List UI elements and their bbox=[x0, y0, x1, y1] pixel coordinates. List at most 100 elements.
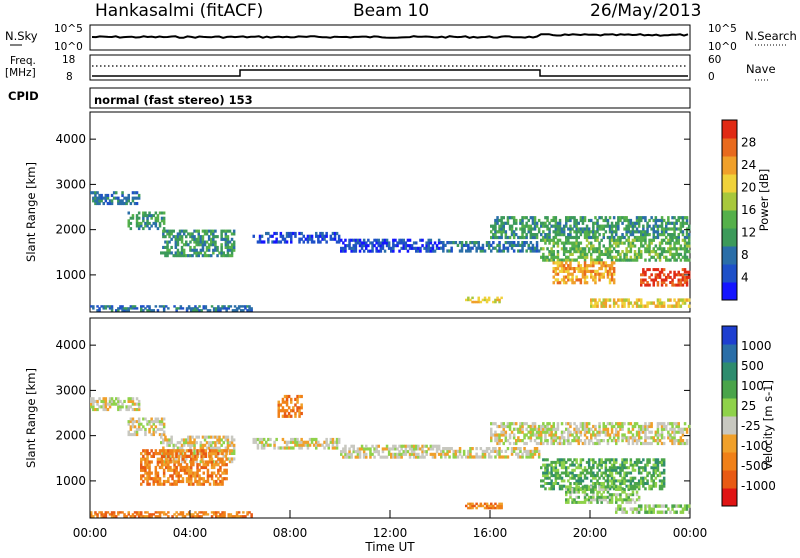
data-cell bbox=[631, 258, 635, 262]
data-cell bbox=[617, 258, 620, 262]
data-cell bbox=[469, 298, 472, 302]
data-cell bbox=[169, 457, 172, 461]
data-cell bbox=[540, 484, 543, 488]
data-cell bbox=[627, 479, 630, 483]
data-cell bbox=[331, 446, 335, 450]
data-cell bbox=[492, 233, 495, 237]
data-cell bbox=[594, 247, 597, 251]
data-cell bbox=[237, 307, 241, 310]
data-cell bbox=[656, 441, 660, 446]
data-cell bbox=[344, 447, 347, 451]
data-cell bbox=[492, 504, 495, 508]
data-cell bbox=[127, 196, 130, 200]
data-cell bbox=[212, 232, 215, 236]
data-cell bbox=[221, 513, 224, 516]
data-cell bbox=[112, 511, 116, 514]
data-cell bbox=[193, 451, 196, 455]
data-cell bbox=[640, 482, 643, 485]
data-cell bbox=[496, 449, 499, 453]
data-cell bbox=[218, 438, 221, 442]
data-cell bbox=[652, 268, 655, 272]
data-cell bbox=[625, 479, 628, 483]
data-cell bbox=[265, 440, 268, 444]
colorbar-segment bbox=[722, 156, 737, 175]
data-cell bbox=[199, 443, 203, 447]
data-cell bbox=[667, 430, 670, 434]
data-cell bbox=[669, 275, 672, 279]
data-cell bbox=[220, 443, 223, 447]
data-cell bbox=[158, 457, 162, 461]
data-cell bbox=[629, 493, 633, 497]
data-cell bbox=[208, 460, 212, 464]
data-cell bbox=[615, 479, 618, 483]
data-cell bbox=[187, 482, 191, 486]
data-cell bbox=[648, 268, 651, 272]
data-cell bbox=[635, 252, 639, 256]
data-cell bbox=[683, 422, 687, 426]
data-cell bbox=[560, 487, 564, 491]
data-cell bbox=[604, 460, 608, 464]
data-cell bbox=[512, 216, 516, 220]
data-cell bbox=[210, 449, 214, 453]
data-cell bbox=[258, 234, 262, 238]
data-cell bbox=[552, 275, 555, 279]
data-cell bbox=[283, 237, 287, 241]
data-cell bbox=[225, 452, 228, 456]
data-cell bbox=[598, 227, 601, 231]
data-cell bbox=[185, 309, 189, 312]
data-cell bbox=[214, 441, 217, 445]
data-cell bbox=[602, 430, 605, 434]
data-cell bbox=[677, 273, 680, 277]
data-cell bbox=[685, 250, 689, 254]
data-cell bbox=[633, 230, 637, 234]
velocity-colorbar-label: Velocity [m s-1] bbox=[761, 380, 775, 470]
data-cell bbox=[142, 309, 145, 312]
data-cell bbox=[606, 264, 610, 268]
data-cell bbox=[258, 440, 262, 444]
data-cell bbox=[146, 221, 149, 225]
data-cell bbox=[602, 224, 605, 228]
data-cell bbox=[494, 436, 497, 440]
data-cell bbox=[567, 485, 570, 489]
data-cell bbox=[629, 422, 633, 426]
data-cell bbox=[640, 441, 643, 446]
colorbar-frame bbox=[721, 119, 738, 301]
data-cell bbox=[600, 258, 603, 262]
data-cell bbox=[569, 247, 572, 251]
data-cell bbox=[656, 436, 660, 440]
data-cell bbox=[285, 234, 289, 238]
data-cell bbox=[156, 471, 160, 475]
data-cell bbox=[146, 477, 149, 481]
data-cell bbox=[508, 422, 512, 426]
data-cell bbox=[294, 234, 297, 238]
data-cell bbox=[369, 241, 372, 245]
data-cell bbox=[167, 449, 170, 453]
data-cell bbox=[150, 449, 153, 453]
data-cell bbox=[608, 272, 612, 276]
data-cell bbox=[648, 507, 651, 511]
data-cell bbox=[196, 463, 199, 467]
data-cell bbox=[137, 193, 141, 197]
data-cell bbox=[606, 269, 610, 273]
data-cell bbox=[333, 237, 337, 241]
data-cell bbox=[587, 218, 591, 223]
data-cell bbox=[519, 243, 522, 247]
data-cell bbox=[383, 241, 387, 245]
data-cell bbox=[112, 513, 116, 516]
data-cell bbox=[627, 439, 630, 443]
data-cell bbox=[550, 255, 553, 259]
data-cell bbox=[267, 240, 270, 244]
data-cell bbox=[673, 427, 676, 431]
data-cell bbox=[604, 264, 608, 268]
data-cell bbox=[571, 439, 574, 443]
data-cell bbox=[650, 430, 653, 434]
data-cell bbox=[577, 427, 580, 431]
data-cell bbox=[176, 243, 180, 247]
data-cell bbox=[431, 244, 435, 248]
data-cell bbox=[431, 249, 435, 253]
data-cell bbox=[194, 307, 197, 310]
data-cell bbox=[216, 449, 219, 453]
data-cell bbox=[277, 403, 280, 407]
data-cell bbox=[562, 241, 566, 245]
data-cell bbox=[631, 479, 635, 483]
